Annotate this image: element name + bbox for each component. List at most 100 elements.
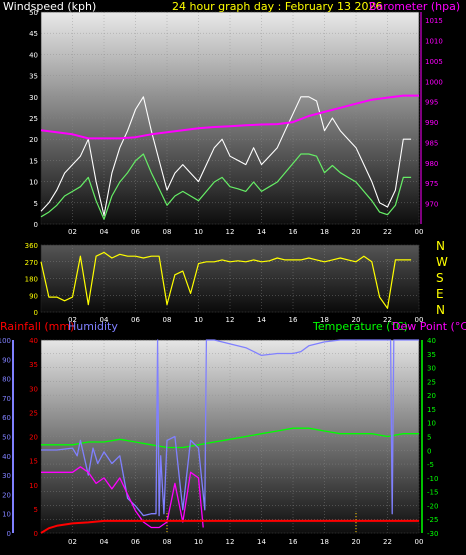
- humidity-y-tick: 80: [2, 376, 11, 384]
- rain-y-tick: 0: [34, 530, 38, 538]
- wind-x-tick: 14: [257, 228, 266, 236]
- rain-y-tick: 20: [29, 434, 38, 442]
- temperature-axis-label: Temperature (°C): [313, 320, 408, 333]
- rain-panel-border: [40, 339, 420, 534]
- temperature-y-tick: 35: [427, 351, 436, 359]
- wind-direction-line: [40, 251, 412, 309]
- rain-x-tick: 12: [226, 538, 235, 546]
- wind-gust-line: [40, 96, 412, 217]
- wind-x-tick: 20: [352, 228, 361, 236]
- wind-y-tick: 25: [29, 115, 38, 123]
- temperature-y-tick: 30: [427, 365, 436, 373]
- temperature-y-tick: 10: [427, 420, 436, 428]
- rain-x-tick: 10: [194, 538, 203, 546]
- humidity-y-tick: 40: [2, 453, 11, 461]
- humidity-y-tick: 50: [2, 434, 11, 442]
- temperature-y-tick: -25: [427, 516, 438, 524]
- dir-x-tick: 22: [383, 316, 392, 324]
- wind-y-tick: 5: [34, 200, 38, 208]
- wind-x-tick: 12: [226, 228, 235, 236]
- rain-y-tick: 40: [29, 337, 38, 345]
- rainfall-axis-label: Rainfall (mm): [0, 320, 75, 333]
- humidity-y-tick: 90: [2, 356, 11, 364]
- barometer-axis-label: Barometer (hpa): [369, 0, 461, 13]
- temperature-y-tick: -30: [427, 530, 438, 538]
- rain-y-tick: 10: [29, 482, 38, 490]
- rain-x-tick: 04: [100, 538, 109, 546]
- direction-letter-e: E: [436, 287, 444, 301]
- dir-x-tick: 14: [257, 316, 266, 324]
- temperature-y-tick: -10: [427, 475, 438, 483]
- temperature-line: [41, 427, 419, 449]
- humidity-axis-label: Humidity: [68, 320, 118, 333]
- wind-y-tick: 35: [29, 73, 38, 81]
- baro-y-tick: 990: [425, 119, 438, 127]
- dir-x-tick: 00: [415, 316, 424, 324]
- temperature-y-tick: 40: [427, 337, 436, 345]
- humidity-y-tick: 0: [7, 530, 11, 538]
- rain-x-tick: 18: [320, 538, 329, 546]
- wind-x-tick: 08: [163, 228, 172, 236]
- humidity-y-tick: 100: [0, 337, 11, 345]
- direction-panel-border: [40, 244, 420, 313]
- baro-y-tick: 975: [425, 180, 438, 188]
- direction-y-tick: 180: [25, 276, 38, 284]
- humidity-y-tick: 30: [2, 472, 11, 480]
- direction-y-tick: 90: [29, 292, 38, 300]
- humidity-y-tick: 60: [2, 414, 11, 422]
- temperature-y-tick: 15: [427, 406, 436, 414]
- direction-y-tick: 360: [25, 242, 38, 250]
- baro-y-tick: 1015: [425, 17, 443, 25]
- rain-y-tick: 35: [29, 361, 38, 369]
- rain-x-tick: 16: [289, 538, 298, 546]
- wind-x-tick: 04: [100, 228, 109, 236]
- direction-y-tick: 270: [25, 259, 38, 267]
- baro-y-tick: 970: [425, 201, 438, 209]
- baro-y-tick: 1005: [425, 58, 443, 66]
- dir-x-tick: 08: [163, 316, 172, 324]
- wind-y-tick: 40: [29, 51, 38, 59]
- dir-x-tick: 06: [131, 316, 140, 324]
- wind-y-tick: 10: [29, 179, 38, 187]
- baro-y-tick: 1000: [425, 78, 443, 86]
- dir-x-tick: 20: [352, 316, 361, 324]
- baro-y-tick: 980: [425, 160, 438, 168]
- dewpoint-line: [41, 466, 204, 529]
- rain-x-tick: 08: [163, 538, 172, 546]
- wind-x-tick: 18: [320, 228, 329, 236]
- dir-x-tick: 12: [226, 316, 235, 324]
- rain-x-tick: 06: [131, 538, 140, 546]
- rain-y-tick: 5: [34, 506, 38, 514]
- rain-x-tick: 22: [383, 538, 392, 546]
- humidity-y-tick: 70: [2, 395, 11, 403]
- wind-x-tick: 22: [383, 228, 392, 236]
- dewpoint-axis-label: Dew Point (°C): [392, 320, 466, 333]
- temperature-y-tick: 5: [427, 434, 431, 442]
- baro-y-tick: 1010: [425, 38, 443, 46]
- windspeed-axis-label: Windspeed (kph): [3, 0, 97, 13]
- wind-y-tick: 45: [29, 30, 38, 38]
- rain-y-tick: 15: [29, 458, 38, 466]
- temperature-y-tick: 25: [427, 378, 436, 386]
- wind-y-tick: 0: [34, 221, 38, 229]
- direction-letter-w: W: [436, 255, 448, 269]
- wind-y-tick: 20: [29, 136, 38, 144]
- wind-y-tick: 30: [29, 94, 38, 102]
- dir-x-tick: 16: [289, 316, 298, 324]
- wind-y-tick: 50: [29, 9, 38, 17]
- direction-letter-n: N: [436, 239, 445, 253]
- dir-x-tick: 02: [68, 316, 77, 324]
- humidity-y-tick: 10: [2, 511, 11, 519]
- rain-x-tick: 14: [257, 538, 266, 546]
- dir-x-tick: 18: [320, 316, 329, 324]
- baro-y-tick: 985: [425, 139, 438, 147]
- wind-panel-border: [40, 11, 420, 225]
- dir-x-tick: 04: [100, 316, 109, 324]
- wind-x-tick: 06: [131, 228, 140, 236]
- humidity-line: [41, 339, 419, 517]
- direction-letter-n2: N: [436, 303, 445, 317]
- direction-y-tick: 0: [34, 309, 38, 317]
- wind-average-line: [40, 153, 412, 220]
